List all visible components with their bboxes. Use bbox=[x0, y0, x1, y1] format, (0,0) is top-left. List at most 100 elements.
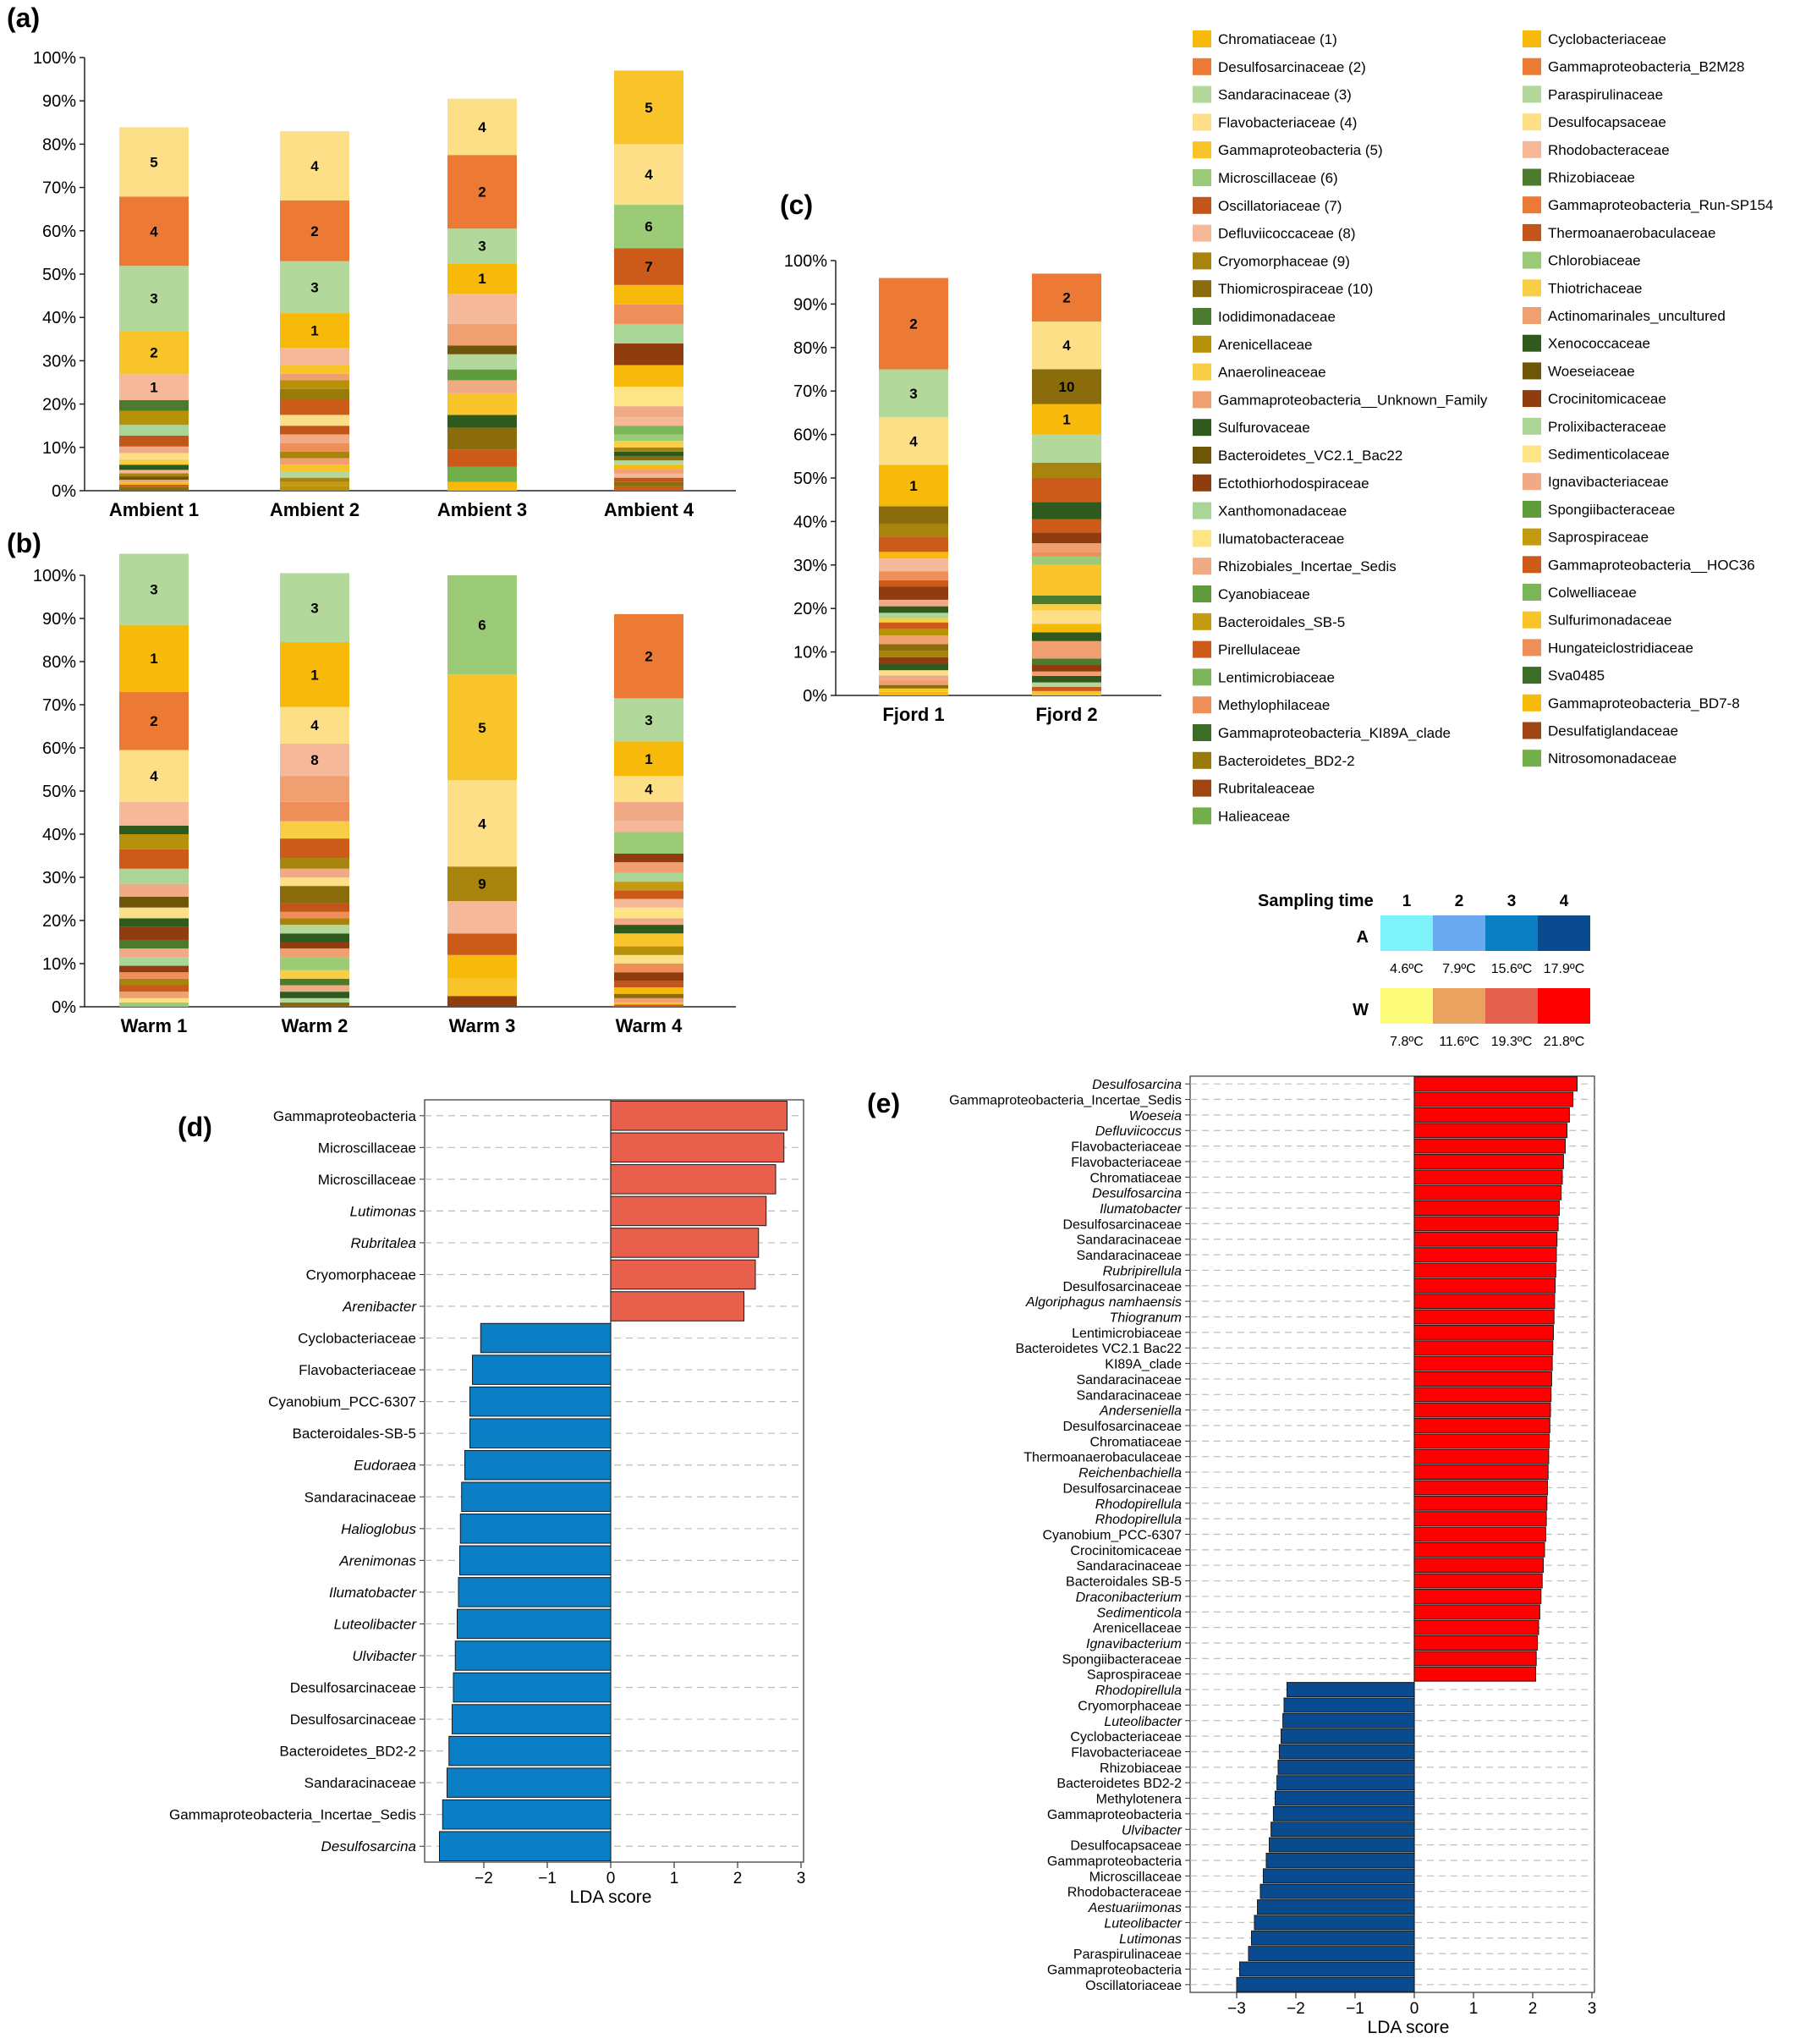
segment-number-label: 4 bbox=[1062, 338, 1071, 354]
legend-swatch bbox=[1193, 335, 1211, 353]
bar-segment bbox=[447, 415, 517, 428]
legend-swatch bbox=[1523, 639, 1541, 657]
legend-swatch bbox=[1523, 334, 1541, 352]
y-tick-label: 20% bbox=[42, 396, 76, 415]
segment-number-label: 3 bbox=[150, 582, 157, 598]
bar-segment bbox=[119, 480, 189, 483]
lda-taxon-label: Desulfosarcinaceae bbox=[1062, 1481, 1182, 1496]
legend-label: Gammaproteobacteria_BD7-8 bbox=[1548, 695, 1740, 712]
lda-bar bbox=[1413, 1433, 1550, 1449]
segment-number-label: 6 bbox=[645, 219, 652, 235]
segment-number-label: 4 bbox=[150, 223, 158, 239]
bar-segment bbox=[614, 451, 683, 457]
bar-segment bbox=[879, 606, 948, 613]
lda-taxon-label: Desulfosarcinaceae bbox=[1062, 1420, 1182, 1434]
lda-taxon-label: Arenimonas bbox=[338, 1552, 416, 1569]
legend-label: Woeseiaceae bbox=[1548, 363, 1635, 379]
bar-segment bbox=[879, 599, 948, 607]
bar-segment bbox=[879, 580, 948, 587]
bar-segment bbox=[614, 304, 683, 324]
bar-segment bbox=[879, 691, 948, 695]
bar-segment bbox=[879, 635, 948, 645]
lda-taxon-label: Rhizobiaceae bbox=[1100, 1761, 1182, 1776]
x-tick-label: 3 bbox=[797, 1870, 806, 1887]
bar-segment bbox=[1032, 665, 1101, 672]
bar-segment bbox=[119, 266, 189, 332]
legend-label: Rhodobacteraceae bbox=[1548, 142, 1670, 158]
segment-number-label: 4 bbox=[478, 816, 486, 832]
legend-swatch bbox=[1193, 308, 1211, 325]
lda-taxon-label: Cyanobium_PCC-6307 bbox=[1042, 1529, 1182, 1543]
bar-segment bbox=[879, 651, 948, 657]
lda-taxon-label: Microscillaceae bbox=[1089, 1870, 1182, 1884]
sampling-time-swatch bbox=[1538, 915, 1590, 951]
lda-bar bbox=[1413, 1588, 1542, 1604]
bar-segment bbox=[119, 476, 189, 481]
segment-number-label: 1 bbox=[310, 667, 318, 683]
bar-segment bbox=[614, 456, 683, 461]
lda-bar bbox=[1413, 1402, 1551, 1418]
bar-segment bbox=[447, 996, 517, 1007]
segment-number-label: 5 bbox=[645, 100, 652, 116]
lda-bar bbox=[1270, 1821, 1415, 1838]
bar-segment bbox=[614, 890, 683, 899]
x-category-label: Ambient 4 bbox=[604, 499, 694, 520]
bar-segment bbox=[614, 284, 683, 305]
lda-bar bbox=[1413, 1371, 1552, 1387]
bar-segment bbox=[614, 741, 683, 777]
bar-segment bbox=[614, 387, 683, 407]
y-tick-label: 90% bbox=[793, 295, 827, 314]
bar-segment bbox=[119, 997, 189, 1003]
bar-segment bbox=[879, 613, 948, 618]
bar-segment bbox=[614, 323, 683, 343]
sampling-time-temperature: 7.9ºC bbox=[1442, 962, 1476, 976]
y-tick-label: 10% bbox=[42, 955, 76, 974]
bar-segment bbox=[1032, 640, 1101, 659]
bar-segment bbox=[280, 642, 349, 707]
bar-segment bbox=[614, 925, 683, 934]
lda-taxon-label: Desulfosarcina bbox=[1092, 1187, 1182, 1201]
segment-number-label: 2 bbox=[478, 184, 486, 201]
y-tick-label: 80% bbox=[42, 135, 76, 154]
legend-label: Ilumatobacteraceae bbox=[1218, 530, 1344, 547]
bar-segment bbox=[447, 481, 517, 491]
bar-segment bbox=[280, 477, 349, 482]
segment-number-label: 3 bbox=[150, 291, 157, 307]
legend-swatch bbox=[1523, 528, 1541, 546]
bar-segment bbox=[119, 470, 189, 474]
y-tick-label: 30% bbox=[42, 869, 76, 887]
bar-segment bbox=[614, 954, 683, 964]
lda-taxon-label: Woeseia bbox=[1129, 1109, 1182, 1124]
legend-label: Arenicellaceae bbox=[1218, 337, 1313, 353]
lda-bar bbox=[1254, 1915, 1415, 1931]
legend-label: Desulfatiglandaceae bbox=[1548, 723, 1678, 739]
legend-swatch bbox=[1523, 667, 1541, 684]
legend-swatch bbox=[1523, 113, 1541, 131]
legend-label: Prolixibacteraceae bbox=[1548, 419, 1666, 435]
lda-taxon-label: Desulfosarcinaceae bbox=[1062, 1217, 1182, 1232]
legend-label: Rhizobiales_Incertae_Sedis bbox=[1218, 558, 1397, 574]
x-tick-label: 0 bbox=[1410, 2000, 1419, 2018]
bar-segment bbox=[1032, 434, 1101, 464]
legend-label: Gammaproteobacteria_B2M28 bbox=[1548, 59, 1744, 75]
bar-segment bbox=[1032, 632, 1101, 641]
legend-swatch bbox=[1193, 474, 1211, 492]
sampling-time-temperature: 7.8ºC bbox=[1390, 1035, 1424, 1049]
bar-segment bbox=[280, 985, 349, 992]
bar-segment bbox=[879, 464, 948, 507]
lda-bar bbox=[472, 1354, 612, 1385]
lda-bar bbox=[1272, 1805, 1415, 1821]
bar-segment bbox=[119, 410, 189, 426]
bar-segment bbox=[614, 434, 683, 442]
legend-label: Sulfurimonadaceae bbox=[1548, 613, 1671, 629]
lda-bar bbox=[1413, 1511, 1547, 1527]
lda-taxon-label: Rhodopirellula bbox=[1095, 1497, 1182, 1512]
segment-number-label: 2 bbox=[150, 713, 157, 729]
bar-segment bbox=[879, 523, 948, 537]
lda-bar bbox=[469, 1418, 612, 1448]
segment-number-label: 2 bbox=[1062, 290, 1070, 306]
panel-label-d: (d) bbox=[178, 1112, 212, 1142]
lda-taxon-label: KI89A_clade bbox=[1105, 1358, 1182, 1372]
y-tick-label: 60% bbox=[42, 739, 76, 758]
bar-segment bbox=[614, 441, 683, 448]
